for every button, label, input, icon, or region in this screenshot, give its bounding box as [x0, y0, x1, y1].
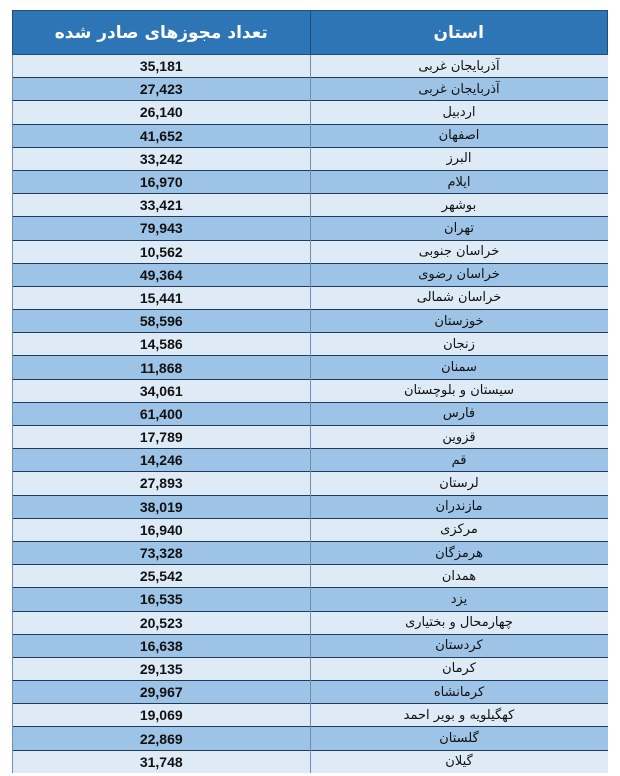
table-row: آذربایجان غربی 27,423: [12, 77, 608, 101]
province-cell: هرمزگان: [309, 540, 608, 565]
province-cell: خراسان شمالی: [309, 285, 608, 310]
header-permits: تعداد مجوزهای صادر شده: [12, 10, 311, 55]
table-row: لرستان 27,893: [12, 471, 608, 496]
permits-cell: 25,542: [12, 564, 310, 588]
permits-cell: 22,869: [12, 726, 310, 751]
table-row: خراسان شمالی 15,441: [12, 285, 608, 310]
province-cell: البرز: [309, 146, 608, 171]
table-row: خراسان رضوی 49,364: [12, 262, 608, 287]
province-cell: قم: [309, 448, 608, 472]
permits-cell: 49,364: [12, 262, 310, 287]
table-row: چهارمحال و بختیاری 20,523: [12, 610, 608, 635]
permits-cell: 16,535: [12, 587, 310, 611]
province-cell: چهارمحال و بختیاری: [309, 610, 608, 635]
permits-cell: 11,868: [12, 355, 310, 380]
province-cell: سیستان و بلوچستان: [309, 378, 608, 403]
permits-cell: 20,523: [12, 610, 310, 635]
province-cell: آذربایجان غربی: [309, 77, 608, 101]
province-cell: سمنان: [309, 355, 608, 380]
province-cell: فارس: [309, 401, 608, 426]
permits-cell: 16,638: [12, 633, 310, 658]
permits-cell: 17,789: [12, 424, 310, 449]
table-row: قم 14,246: [12, 448, 608, 472]
table-row: گیلان 31,748: [12, 749, 608, 773]
permits-cell: 38,019: [12, 494, 310, 519]
province-cell: ایلام: [309, 169, 608, 194]
table-row: کردستان 16,638: [12, 633, 608, 658]
province-cell: کرمان: [309, 656, 608, 681]
table-row: آذربایجان غربی 35,181: [12, 53, 608, 78]
province-cell: یزد: [309, 587, 608, 611]
table-header: استان تعداد مجوزهای صادر شده: [12, 10, 608, 55]
permits-cell: 14,246: [12, 448, 310, 472]
permits-cell: 58,596: [12, 309, 310, 333]
province-cell: بوشهر: [309, 193, 608, 217]
permits-cell: 26,140: [12, 100, 310, 125]
permits-cell: 14,586: [12, 332, 310, 356]
province-cell: کردستان: [309, 633, 608, 658]
province-cell: مرکزی: [309, 517, 608, 542]
province-cell: همدان: [309, 564, 608, 588]
table-row: اردبیل 26,140: [12, 100, 608, 125]
province-cell: اردبیل: [309, 100, 608, 125]
province-cell: لرستان: [309, 471, 608, 496]
province-cell: کهگیلویه و بویر احمد: [309, 703, 608, 727]
permits-cell: 73,328: [12, 540, 310, 565]
permits-cell: 29,967: [12, 680, 310, 704]
permits-cell: 29,135: [12, 656, 310, 681]
table-row: مازندران 38,019: [12, 494, 608, 519]
province-cell: زنجان: [309, 332, 608, 356]
permits-cell: 16,940: [12, 517, 310, 542]
table-row: سیستان و بلوچستان 34,061: [12, 378, 608, 403]
province-cell: کرمانشاه: [309, 680, 608, 704]
table-row: مرکزی 16,940: [12, 517, 608, 542]
table-row: ایلام 16,970: [12, 169, 608, 194]
permits-cell: 61,400: [12, 401, 310, 426]
province-cell: گلستان: [309, 726, 608, 751]
table-row: اصفهان 41,652: [12, 123, 608, 148]
table-row: فارس 61,400: [12, 401, 608, 426]
province-cell: تهران: [309, 216, 608, 240]
table-row: همدان 25,542: [12, 564, 608, 588]
table-row: کرمانشاه 29,967: [12, 680, 608, 704]
table-row: خوزستان 58,596: [12, 309, 608, 333]
permits-cell: 19,069: [12, 703, 310, 727]
table-row: سمنان 11,868: [12, 355, 608, 380]
permits-cell: 27,423: [12, 77, 310, 101]
table-row: کرمان 29,135: [12, 656, 608, 681]
table-row: زنجان 14,586: [12, 332, 608, 356]
permits-cell: 41,652: [12, 123, 310, 148]
header-province: استان: [309, 10, 608, 55]
permits-cell: 33,421: [12, 193, 310, 217]
permits-cell: 33,242: [12, 146, 310, 171]
province-cell: اصفهان: [309, 123, 608, 148]
table-row: خراسان جنوبی 10,562: [12, 239, 608, 264]
province-cell: آذربایجان غربی: [309, 53, 608, 78]
table-row: هرمزگان 73,328: [12, 540, 608, 565]
permits-cell: 79,943: [12, 216, 310, 240]
permits-table: استان تعداد مجوزهای صادر شده آذربایجان غ…: [12, 10, 608, 773]
permits-cell: 16,970: [12, 169, 310, 194]
permits-cell: 35,181: [12, 53, 310, 78]
permits-cell: 31,748: [12, 749, 310, 773]
province-cell: گیلان: [309, 749, 608, 773]
table-row: گلستان 22,869: [12, 726, 608, 751]
province-cell: قزوین: [309, 424, 608, 449]
table-row: بوشهر 33,421: [12, 193, 608, 217]
province-cell: مازندران: [309, 494, 608, 519]
table-body: آذربایجان غربی 35,181 آذربایجان غربی 27,423…: [12, 53, 608, 773]
permits-cell: 34,061: [12, 378, 310, 403]
permits-cell: 15,441: [12, 285, 310, 310]
province-cell: خراسان جنوبی: [309, 239, 608, 264]
permits-cell: 27,893: [12, 471, 310, 496]
province-cell: خراسان رضوی: [309, 262, 608, 287]
table-row: قزوین 17,789: [12, 424, 608, 449]
table-row: یزد 16,535: [12, 587, 608, 611]
table-row: البرز 33,242: [12, 146, 608, 171]
table-row: کهگیلویه و بویر احمد 19,069: [12, 703, 608, 727]
table-row: تهران 79,943: [12, 216, 608, 240]
province-cell: خوزستان: [309, 309, 608, 333]
permits-cell: 10,562: [12, 239, 310, 264]
